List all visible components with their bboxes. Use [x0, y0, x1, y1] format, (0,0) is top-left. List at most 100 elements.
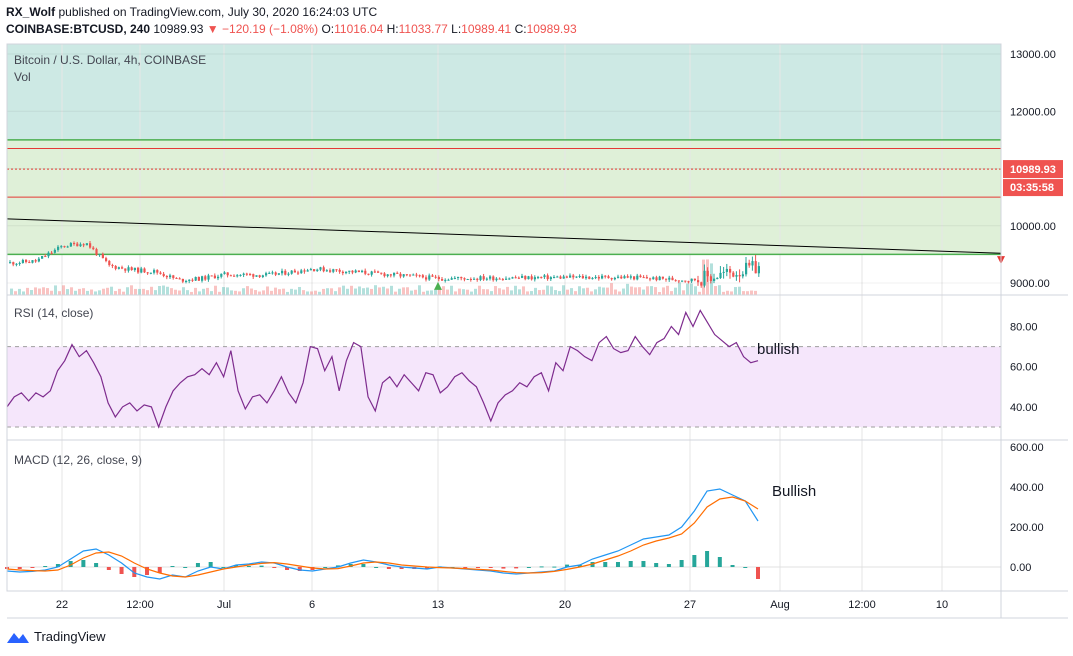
- publisher-name[interactable]: RX_Wolf: [6, 5, 56, 19]
- candle-body: [514, 277, 517, 279]
- volume-bar: [738, 286, 741, 295]
- volume-bar: [654, 287, 657, 295]
- upper-zone: [7, 44, 1001, 140]
- macd-histogram-bar: [68, 561, 73, 567]
- volume-bar: [630, 286, 633, 295]
- candle-body: [226, 272, 229, 276]
- candle-body: [50, 252, 53, 254]
- macd-histogram-bar: [183, 567, 188, 568]
- volume-bar: [294, 289, 297, 295]
- candle-body: [309, 269, 312, 271]
- candle-body: [284, 270, 287, 275]
- candle-body: [719, 272, 722, 279]
- candle-body: [300, 270, 303, 274]
- candle-body: [191, 279, 194, 281]
- volume-bar: [518, 289, 521, 295]
- candle-body: [594, 277, 597, 279]
- candle-body: [591, 278, 594, 280]
- volume-bar: [370, 288, 373, 295]
- candle-body: [117, 267, 120, 269]
- macd-histogram-bar: [234, 565, 239, 567]
- candle-body: [213, 275, 216, 279]
- volume-bar: [202, 288, 205, 295]
- volume-bar: [194, 287, 197, 295]
- volume-bar: [742, 291, 745, 295]
- candle-body: [175, 277, 178, 279]
- candle-body: [60, 246, 63, 248]
- volume-bar: [378, 287, 381, 295]
- candle-body: [617, 276, 620, 278]
- candle-body: [453, 277, 456, 279]
- macd-histogram-bar: [145, 567, 150, 575]
- candle-body: [92, 247, 95, 250]
- volume-bar: [574, 291, 577, 295]
- candle-body: [149, 272, 152, 274]
- macd-tick-label: 200.00: [1010, 522, 1044, 534]
- candle-body: [441, 279, 444, 281]
- macd-histogram-bar: [475, 567, 480, 568]
- volume-bar: [410, 290, 413, 295]
- volume-bar: [670, 291, 673, 295]
- candle-body: [53, 249, 56, 253]
- macd-tick-label: 400.00: [1010, 482, 1044, 494]
- candle-body: [130, 267, 133, 271]
- candle-body: [604, 275, 607, 277]
- volume-bar: [278, 289, 281, 295]
- candle-body: [527, 276, 530, 280]
- volume-bar: [230, 290, 233, 295]
- volume-bar: [346, 288, 349, 295]
- volume-bar: [658, 291, 661, 295]
- volume-bar: [466, 289, 469, 295]
- volume-bar: [506, 286, 509, 295]
- volume-bar: [82, 288, 85, 295]
- volume-bar: [318, 291, 321, 295]
- candle-body: [569, 275, 572, 278]
- countdown-badge-label: 03:35:58: [1010, 182, 1054, 194]
- volume-bar: [602, 287, 605, 295]
- volume-bar: [286, 291, 289, 295]
- price-pane-title: Bitcoin / U.S. Dollar, 4h, COINBASE: [14, 53, 207, 67]
- candle-body: [357, 270, 360, 273]
- candle-body: [95, 249, 98, 255]
- volume-bar: [162, 285, 165, 295]
- macd-line: [6, 488, 759, 580]
- candle-body: [137, 267, 140, 273]
- volume-bar: [578, 286, 581, 295]
- candle-body: [530, 276, 533, 280]
- candle-body: [505, 278, 508, 280]
- volume-bar: [626, 283, 629, 295]
- candle-body: [287, 273, 290, 275]
- candle-body: [143, 268, 146, 273]
- candle-body: [444, 279, 447, 281]
- candle-body: [101, 253, 104, 259]
- candle-body: [297, 272, 300, 274]
- candle-body: [204, 276, 207, 280]
- x-tick-label: 27: [684, 599, 696, 611]
- candle-body: [233, 275, 236, 277]
- volume-bar: [310, 291, 313, 295]
- volume-bar: [334, 291, 337, 295]
- macd-histogram-bar: [463, 567, 468, 568]
- macd-histogram-bar: [577, 565, 582, 567]
- volume-bar: [226, 287, 229, 295]
- candle-body: [389, 274, 392, 276]
- volume-bar: [662, 287, 665, 295]
- candle-body: [156, 270, 159, 273]
- price-badge-label: 10989.93: [1010, 164, 1056, 176]
- brand-logo[interactable]: TradingView: [6, 629, 106, 644]
- candle-body: [537, 277, 540, 279]
- candle-body: [492, 276, 495, 281]
- candle-body: [553, 277, 556, 279]
- open-label: O:: [321, 22, 335, 36]
- macd-histogram-bar: [195, 563, 200, 567]
- rsi-tick-label: 60.00: [1010, 362, 1038, 374]
- candle-body: [738, 275, 741, 277]
- tradingview-logo-icon: [7, 632, 29, 643]
- x-tick-label: Aug: [770, 599, 790, 611]
- candle-body: [517, 277, 520, 279]
- volume-bar: [534, 287, 537, 295]
- candle-body: [703, 270, 706, 286]
- price-badge: [1003, 160, 1063, 179]
- volume-bar: [138, 288, 141, 295]
